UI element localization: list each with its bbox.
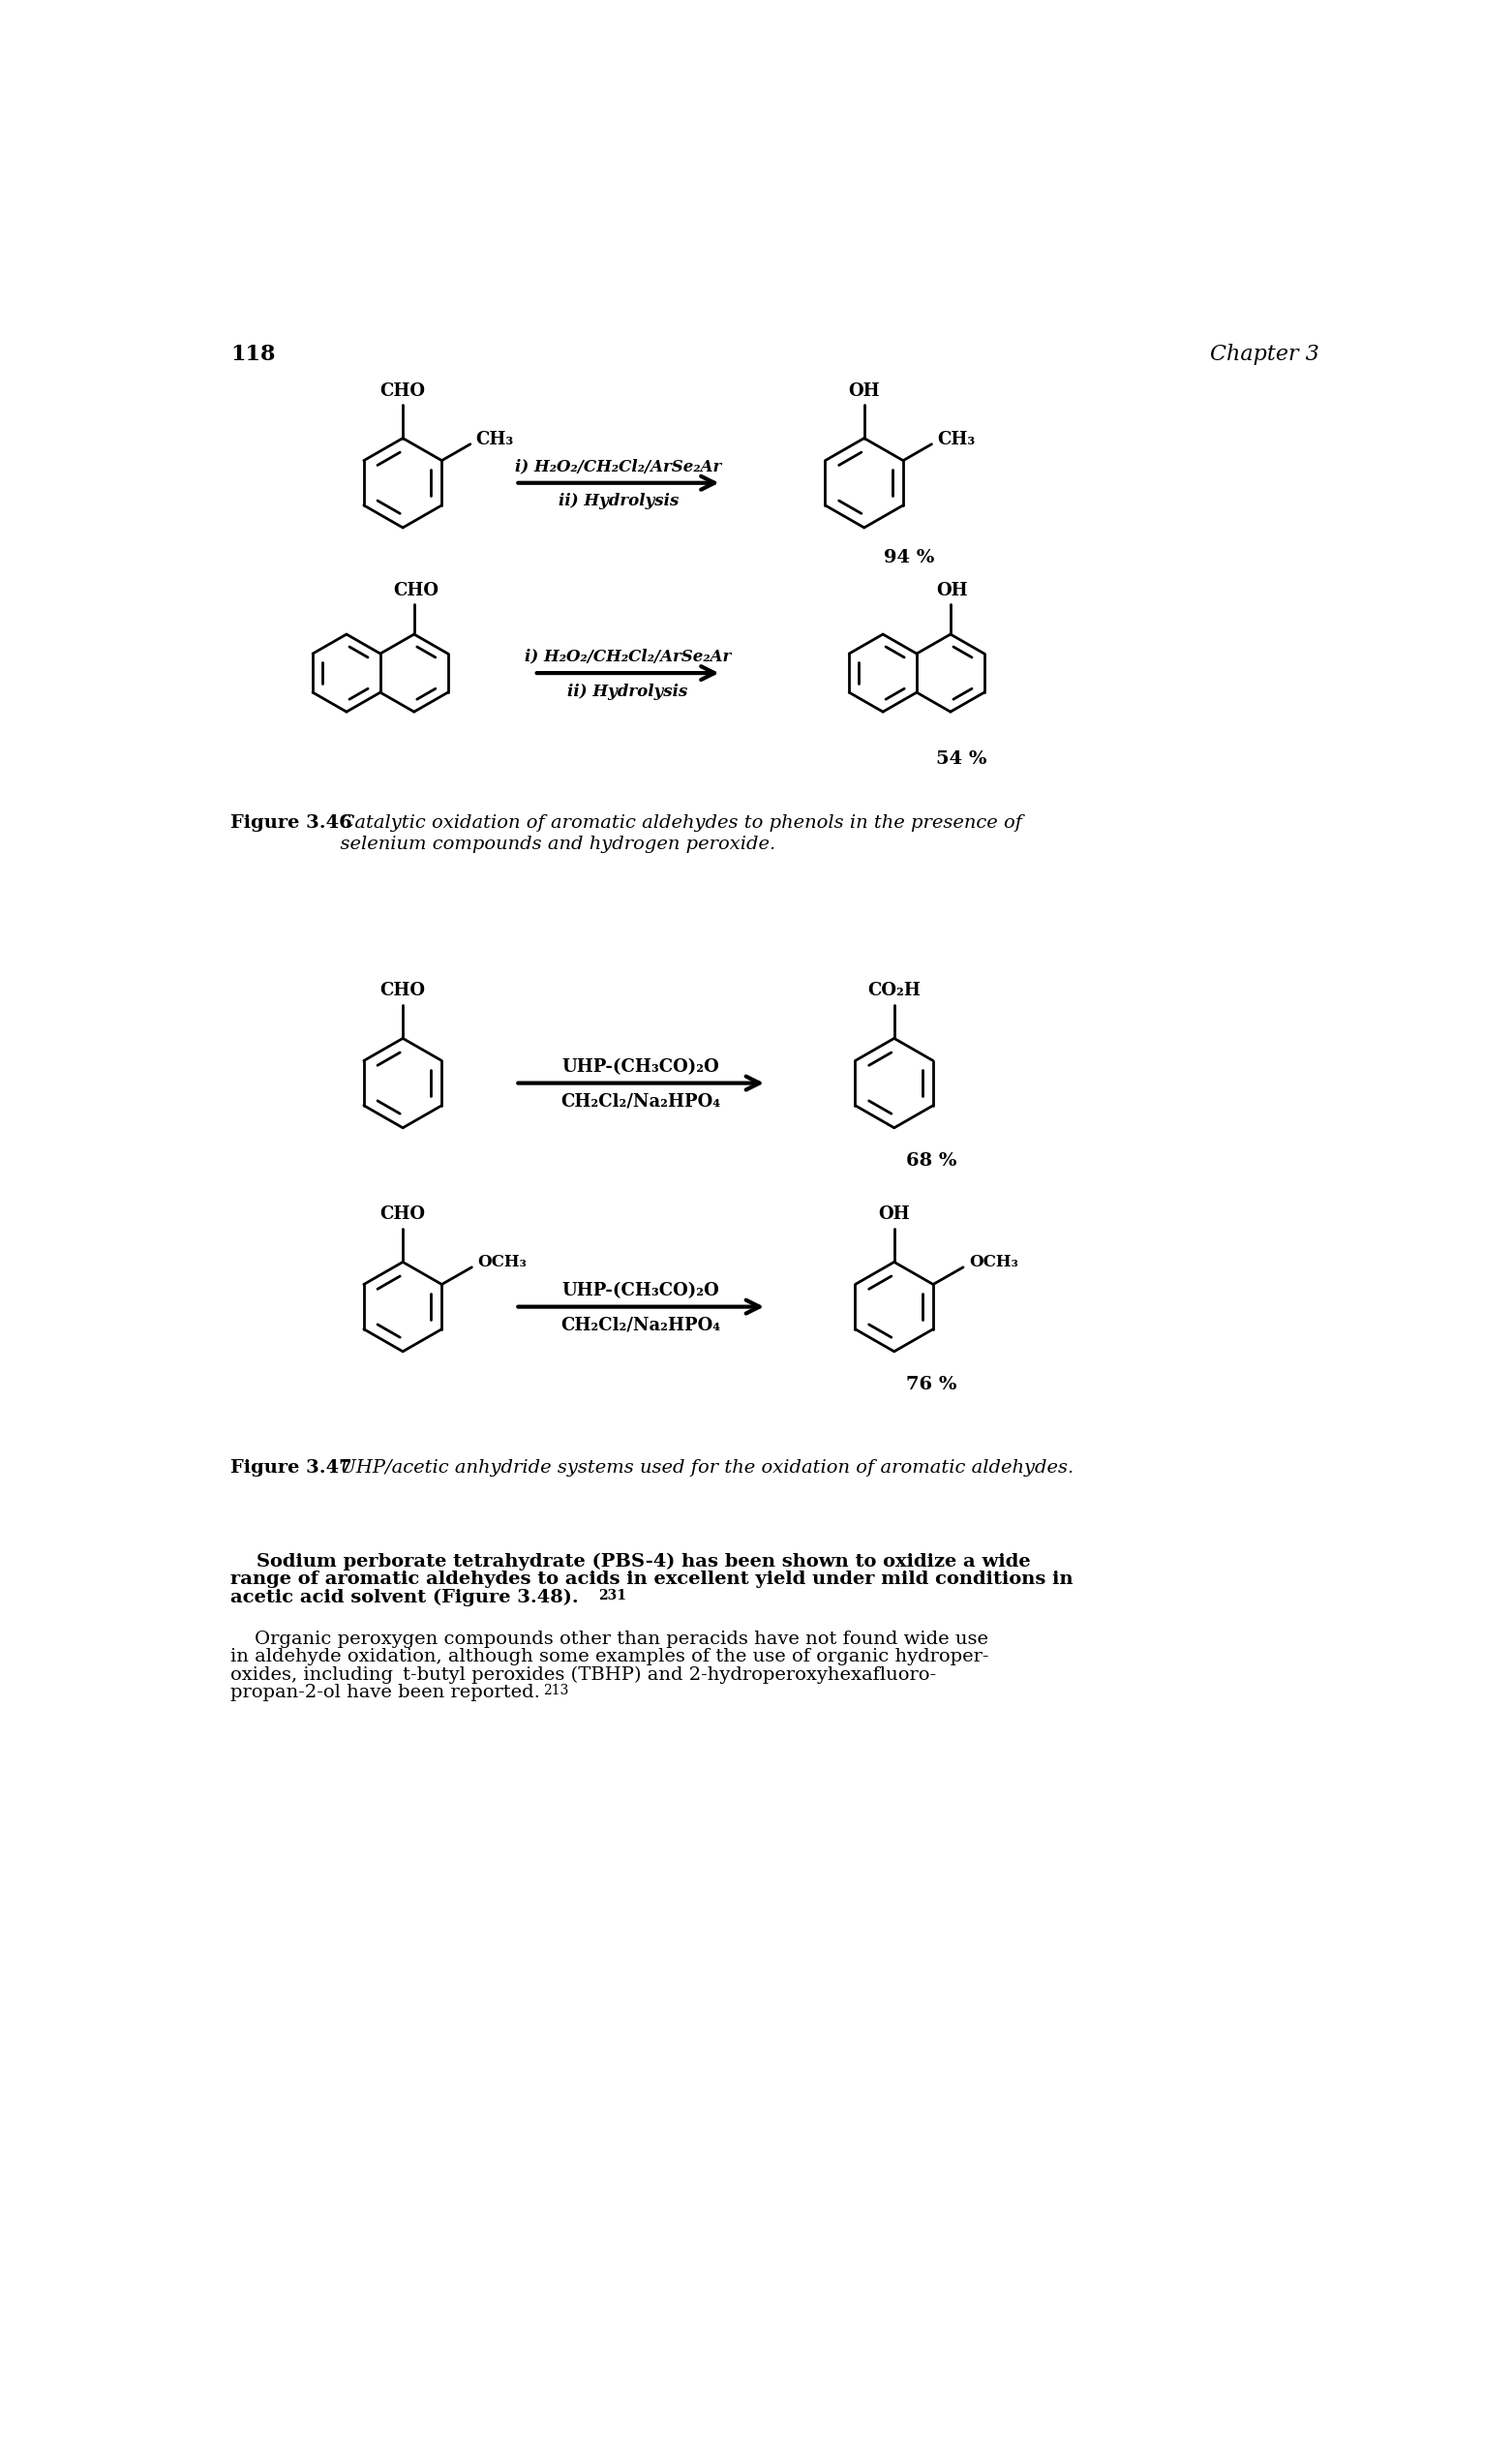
Text: OCH₃: OCH₃ — [969, 1254, 1019, 1271]
Text: Organic peroxygen compounds other than peracids have not found wide use: Organic peroxygen compounds other than p… — [230, 1630, 989, 1647]
Text: ii) Hydrolysis: ii) Hydrolysis — [558, 493, 679, 510]
Text: CHO: CHO — [393, 581, 438, 600]
Text: Sodium perborate tetrahydrate (PBS-4) has been shown to oxidize a wide: Sodium perborate tetrahydrate (PBS-4) ha… — [230, 1552, 1030, 1571]
Text: 94 %: 94 % — [885, 549, 934, 566]
Text: acetic acid solvent (Figure 3.48).: acetic acid solvent (Figure 3.48). — [230, 1588, 579, 1606]
Text: in aldehyde oxidation, although some examples of the use of organic hydroper-: in aldehyde oxidation, although some exa… — [230, 1649, 989, 1667]
Text: UHP-(CH₃CO)₂O: UHP-(CH₃CO)₂O — [562, 1281, 720, 1298]
Text: CHO: CHO — [380, 1205, 425, 1222]
Text: Figure 3.47: Figure 3.47 — [230, 1459, 352, 1476]
Text: OH: OH — [936, 581, 968, 600]
Text: 54 %: 54 % — [936, 749, 987, 769]
Text: OH: OH — [848, 383, 880, 400]
Text: range of aromatic aldehydes to acids in excellent yield under mild conditions in: range of aromatic aldehydes to acids in … — [230, 1571, 1074, 1588]
Text: Catalytic oxidation of aromatic aldehydes to phenols in the presence of: Catalytic oxidation of aromatic aldehyde… — [328, 815, 1022, 832]
Text: selenium compounds and hydrogen peroxide.: selenium compounds and hydrogen peroxide… — [328, 834, 776, 854]
Text: CH₃: CH₃ — [937, 432, 975, 449]
Text: Figure 3.46: Figure 3.46 — [230, 815, 352, 832]
Text: i) H₂O₂/CH₂Cl₂/ArSe₂Ar: i) H₂O₂/CH₂Cl₂/ArSe₂Ar — [516, 459, 721, 476]
Text: Chapter 3: Chapter 3 — [1210, 344, 1320, 366]
Text: UHP-(CH₃CO)₂O: UHP-(CH₃CO)₂O — [562, 1059, 720, 1076]
Text: OH: OH — [878, 1205, 910, 1222]
Text: CHO: CHO — [380, 383, 425, 400]
Text: oxides, including  t-butyl peroxides (TBHP) and 2-hydroperoxyhexafluoro-: oxides, including t-butyl peroxides (TBH… — [230, 1667, 936, 1684]
Text: 76 %: 76 % — [906, 1376, 957, 1393]
Text: CO₂H: CO₂H — [868, 983, 921, 1000]
Text: ii) Hydrolysis: ii) Hydrolysis — [567, 683, 688, 700]
Text: OCH₃: OCH₃ — [478, 1254, 528, 1271]
Text: 68 %: 68 % — [906, 1152, 957, 1171]
Text: CHO: CHO — [380, 983, 425, 1000]
Text: propan-2-ol have been reported.: propan-2-ol have been reported. — [230, 1684, 540, 1701]
Text: CH₂Cl₂/Na₂HPO₄: CH₂Cl₂/Na₂HPO₄ — [561, 1318, 721, 1335]
Text: 118: 118 — [230, 344, 275, 366]
Text: CH₂Cl₂/Na₂HPO₄: CH₂Cl₂/Na₂HPO₄ — [561, 1093, 721, 1110]
Text: 231: 231 — [597, 1588, 626, 1603]
Text: CH₃: CH₃ — [476, 432, 514, 449]
Text: 213: 213 — [543, 1684, 569, 1698]
Text: i) H₂O₂/CH₂Cl₂/ArSe₂Ar: i) H₂O₂/CH₂Cl₂/ArSe₂Ar — [525, 649, 732, 664]
Text: UHP/acetic anhydride systems used for the oxidation of aromatic aldehydes.: UHP/acetic anhydride systems used for th… — [328, 1459, 1074, 1476]
